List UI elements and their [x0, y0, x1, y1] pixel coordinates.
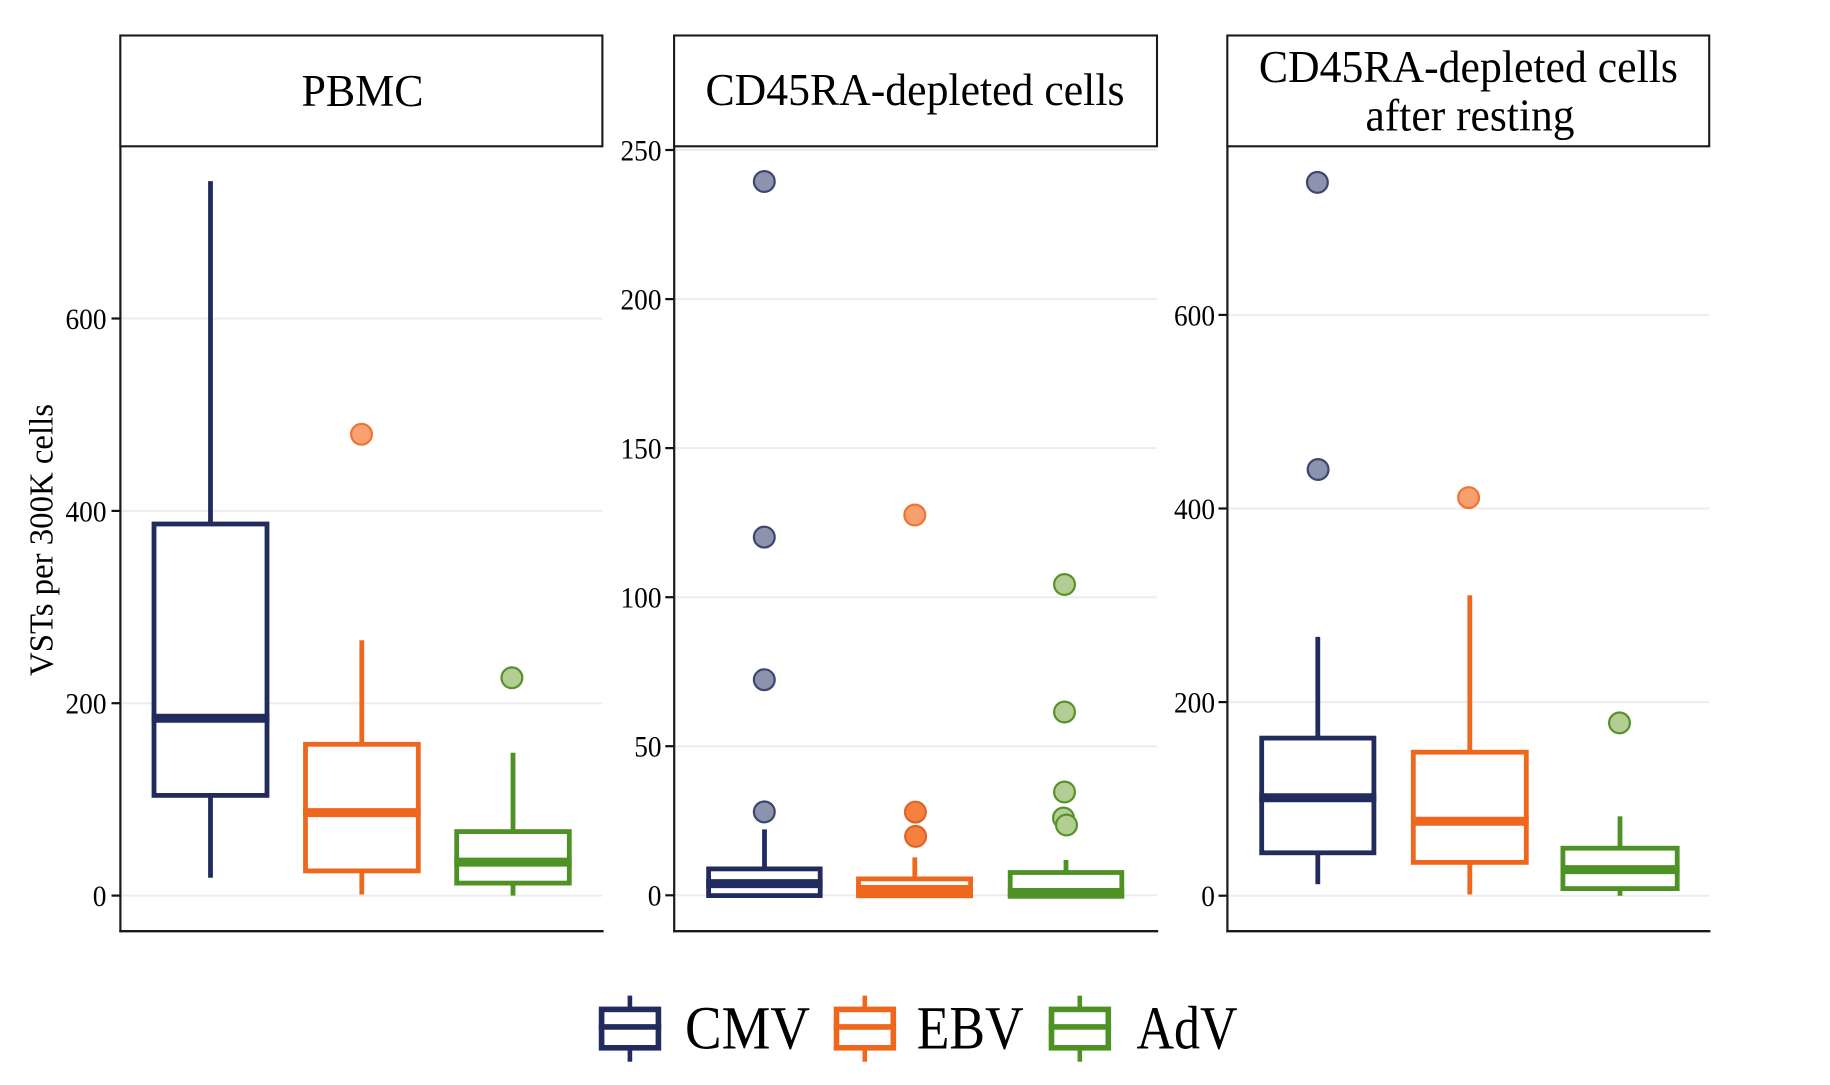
svg-text:200: 200 — [1174, 687, 1215, 720]
svg-text:after resting: after resting — [1366, 90, 1575, 140]
svg-text:CMV: CMV — [685, 996, 810, 1063]
svg-text:CD45RA-depleted cells: CD45RA-depleted cells — [1259, 42, 1678, 92]
svg-text:400: 400 — [66, 495, 107, 528]
svg-text:0: 0 — [648, 880, 662, 913]
svg-text:AdV: AdV — [1137, 996, 1238, 1063]
svg-text:0: 0 — [93, 880, 107, 913]
svg-text:200: 200 — [621, 284, 662, 317]
svg-text:CD45RA-depleted cells: CD45RA-depleted cells — [706, 65, 1125, 115]
svg-text:150: 150 — [621, 433, 662, 466]
svg-text:600: 600 — [66, 303, 107, 336]
svg-text:PBMC: PBMC — [302, 66, 424, 116]
svg-text:600: 600 — [1174, 299, 1215, 332]
svg-text:100: 100 — [621, 582, 662, 615]
svg-text:0: 0 — [1201, 880, 1215, 913]
svg-text:EBV: EBV — [917, 996, 1024, 1063]
svg-text:VSTs per 300K cells: VSTs per 300K cells — [24, 404, 61, 676]
svg-text:200: 200 — [66, 688, 107, 721]
svg-text:400: 400 — [1174, 493, 1215, 526]
svg-text:250: 250 — [621, 134, 662, 167]
svg-text:50: 50 — [634, 731, 661, 764]
